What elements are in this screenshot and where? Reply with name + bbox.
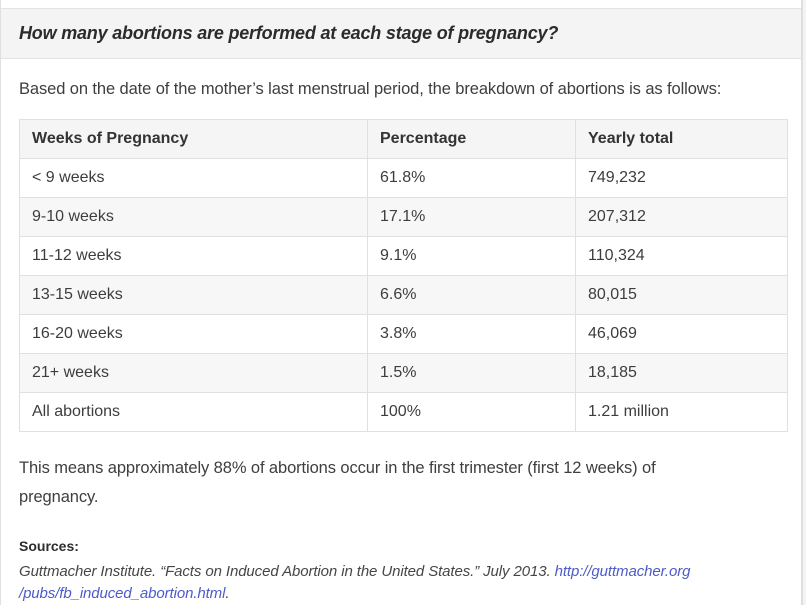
- cell-weeks: < 9 weeks: [19, 158, 368, 198]
- cell-percentage: 6.6%: [367, 275, 576, 315]
- page-title: How many abortions are performed at each…: [19, 23, 559, 43]
- cell-weeks: All abortions: [19, 392, 368, 432]
- cell-yearly-total: 18,185: [575, 353, 788, 393]
- table-row: All abortions 100% 1.21 million: [19, 392, 788, 432]
- source-link-line2[interactable]: /pubs/fb_induced_abortion.html: [19, 585, 226, 602]
- cell-weeks: 16-20 weeks: [19, 314, 368, 354]
- cell-percentage: 17.1%: [367, 197, 576, 237]
- cell-yearly-total: 207,312: [575, 197, 788, 237]
- citation-text: Guttmacher Institute. “Facts on Induced …: [19, 563, 555, 580]
- citation-period: .: [225, 585, 230, 602]
- question-header-band: How many abortions are performed at each…: [1, 8, 801, 59]
- article-content: Based on the date of the mother’s last m…: [1, 80, 801, 605]
- cell-percentage: 9.1%: [367, 236, 576, 276]
- cell-percentage: 100%: [367, 392, 576, 432]
- cell-percentage: 3.8%: [367, 314, 576, 354]
- cell-yearly-total: 80,015: [575, 275, 788, 315]
- cell-percentage: 61.8%: [367, 158, 576, 198]
- cell-yearly-total: 46,069: [575, 314, 788, 354]
- cell-weeks: 9-10 weeks: [19, 197, 368, 237]
- cell-percentage: 1.5%: [367, 353, 576, 393]
- cell-weeks: 21+ weeks: [19, 353, 368, 393]
- column-header-weeks: Weeks of Pregnancy: [19, 119, 368, 159]
- pregnancy-stage-table: Weeks of Pregnancy Percentage Yearly tot…: [19, 119, 788, 432]
- table-row: 9-10 weeks 17.1% 207,312: [19, 197, 788, 237]
- table-row: < 9 weeks 61.8% 749,232: [19, 158, 788, 198]
- source-link-line1[interactable]: http://guttmacher.org: [554, 563, 691, 580]
- cell-yearly-total: 110,324: [575, 236, 788, 276]
- sources-heading: Sources:: [19, 538, 79, 554]
- cell-weeks: 13-15 weeks: [19, 275, 368, 315]
- table-row: 11-12 weeks 9.1% 110,324: [19, 236, 788, 276]
- table-row: 13-15 weeks 6.6% 80,015: [19, 275, 788, 315]
- table-row: 21+ weeks 1.5% 18,185: [19, 353, 788, 393]
- cell-yearly-total: 749,232: [575, 158, 788, 198]
- cell-yearly-total: 1.21 million: [575, 392, 788, 432]
- cell-weeks: 11-12 weeks: [19, 236, 368, 276]
- column-header-yearly-total: Yearly total: [575, 119, 788, 159]
- summary-paragraph: This means approximately 88% of abortion…: [19, 459, 656, 506]
- intro-paragraph: Based on the date of the mother’s last m…: [19, 80, 722, 98]
- top-spacer: [1, 0, 801, 8]
- source-citation: Guttmacher Institute. “Facts on Induced …: [19, 561, 783, 605]
- table-row: 16-20 weeks 3.8% 46,069: [19, 314, 788, 354]
- column-header-percentage: Percentage: [367, 119, 576, 159]
- table-header-row: Weeks of Pregnancy Percentage Yearly tot…: [19, 119, 788, 159]
